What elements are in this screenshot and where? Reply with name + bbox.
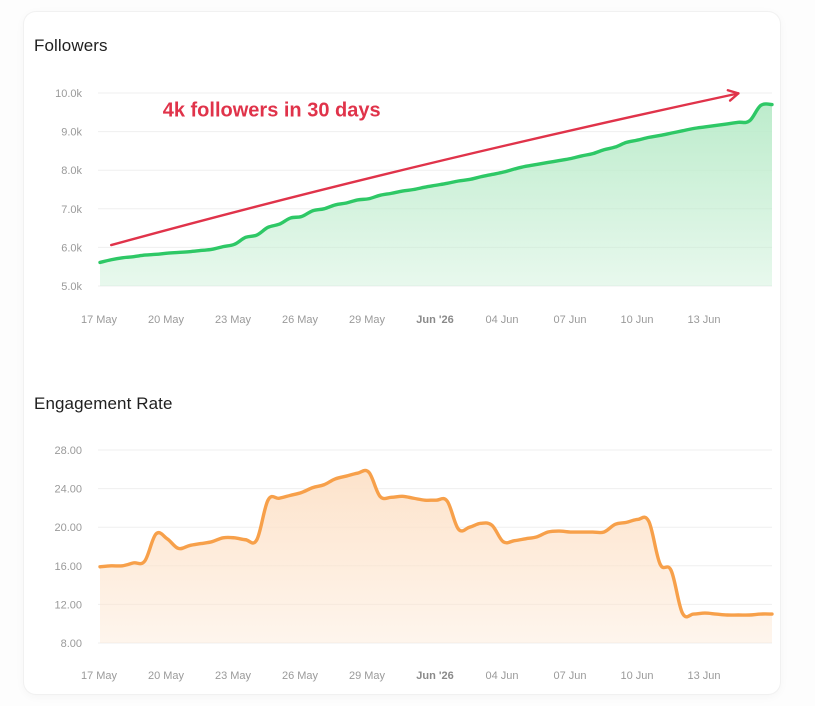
engagement-y-tick-label: 20.00: [54, 522, 82, 534]
followers-y-tick-label: 8.0k: [61, 165, 82, 177]
followers-y-tick-label: 10.0k: [55, 88, 82, 100]
followers-y-tick-label: 7.0k: [61, 204, 82, 216]
followers-x-tick-label: 26 May: [282, 314, 319, 326]
engagement-chart-title: Engagement Rate: [34, 394, 173, 413]
followers-x-tick-label: Jun '26: [416, 314, 453, 326]
followers-y-tick-label: 5.0k: [61, 281, 82, 293]
engagement-x-tick-label: 29 May: [349, 670, 386, 682]
engagement-x-tick-label: 23 May: [215, 670, 252, 682]
followers-x-tick-label: 04 Jun: [485, 314, 518, 326]
engagement-y-tick-label: 24.00: [54, 484, 82, 496]
followers-x-tick-label: 23 May: [215, 314, 252, 326]
annotation-arrow: [110, 92, 740, 247]
engagement-y-tick-label: 8.00: [61, 638, 82, 650]
followers-x-tick-label: 20 May: [148, 314, 185, 326]
followers-x-tick-label: 13 Jun: [687, 314, 720, 326]
engagement-y-tick-label: 28.00: [54, 445, 82, 457]
followers-series-line: [98, 102, 774, 265]
followers-area-fill: [100, 103, 772, 287]
engagement-y-tick-label: 12.00: [54, 599, 82, 611]
engagement-x-tick-label: 20 May: [148, 670, 185, 682]
followers-x-tick-label: 10 Jun: [620, 314, 653, 326]
engagement-x-tick-label: 10 Jun: [620, 670, 653, 682]
followers-x-tick-label: 17 May: [81, 314, 118, 326]
followers-chart: 5.0k 6.0k 7.0k 8.0k 9.0k 10.0k 17 May 20 May 23 …: [55, 88, 774, 326]
annotation-arrow-head: [726, 89, 740, 102]
followers-x-tick-label: 29 May: [349, 314, 386, 326]
annotation-text: 4k followers in 30 days: [163, 100, 381, 122]
followers-y-tick-label: 9.0k: [61, 127, 82, 139]
engagement-x-tick-label: 26 May: [282, 670, 319, 682]
followers-y-tick-label: 6.0k: [61, 242, 82, 254]
engagement-x-tick-label: 17 May: [81, 670, 118, 682]
engagement-x-tick-label: 07 Jun: [553, 670, 586, 682]
engagement-area-fill: [100, 470, 772, 643]
followers-x-tick-label: 07 Jun: [553, 314, 586, 326]
engagement-x-tick-label: Jun '26: [416, 670, 453, 682]
engagement-y-tick-label: 16.00: [54, 561, 82, 573]
engagement-series-line: [98, 468, 774, 619]
engagement-x-tick-label: 13 Jun: [687, 670, 720, 682]
followers-chart-title: Followers: [34, 36, 108, 55]
engagement-x-tick-label: 04 Jun: [485, 670, 518, 682]
